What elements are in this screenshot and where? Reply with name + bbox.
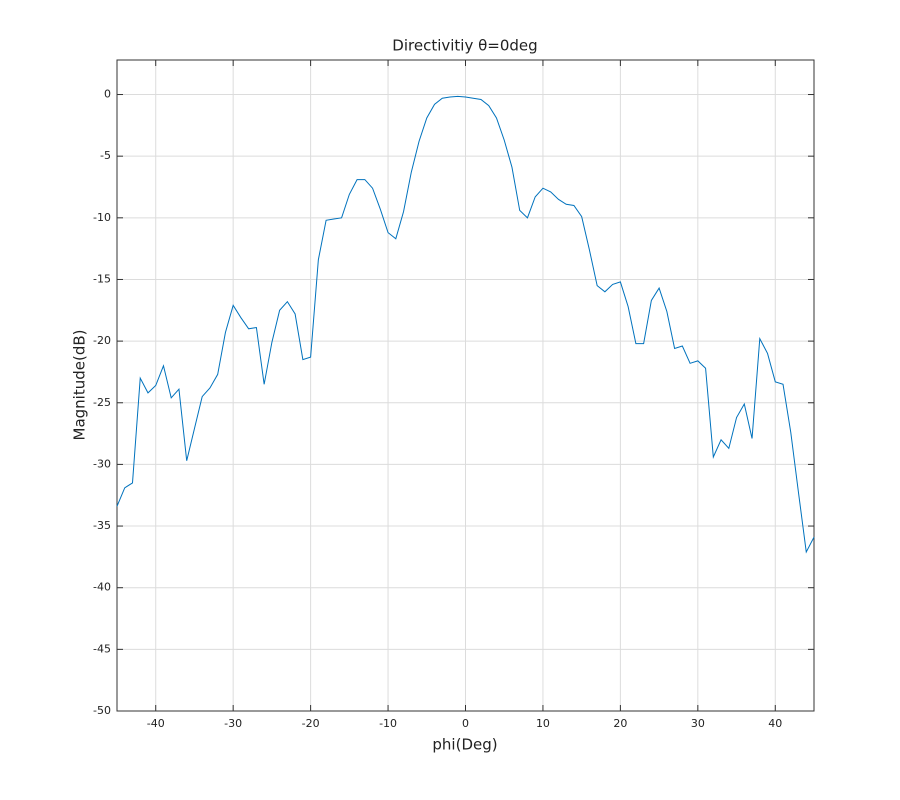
x-tick-label: -30 <box>224 717 242 730</box>
y-tick-label: -35 <box>93 519 111 532</box>
y-tick-label: -5 <box>100 149 111 162</box>
x-tick-label: 10 <box>536 717 550 730</box>
y-tick-label: -10 <box>93 211 111 224</box>
y-tick-label: -50 <box>93 704 111 717</box>
x-tick-label: 0 <box>462 717 469 730</box>
y-tick-label: -30 <box>93 457 111 470</box>
y-tick-label: 0 <box>104 88 111 101</box>
axes-box <box>116 59 815 712</box>
x-tick-label: -20 <box>302 717 320 730</box>
y-tick-label: -15 <box>93 272 111 285</box>
data-line <box>116 95 815 554</box>
y-tick-label: -45 <box>93 642 111 655</box>
chart-title: Directivitiy θ=0deg <box>392 37 537 55</box>
x-tick-label: -40 <box>147 717 165 730</box>
x-tick-label: -10 <box>379 717 397 730</box>
y-tick-label: -40 <box>93 581 111 594</box>
x-axis-label: phi(Deg) <box>432 736 497 754</box>
y-tick-label: -20 <box>93 334 111 347</box>
x-tick-label: 40 <box>768 717 782 730</box>
x-tick-label: 20 <box>613 717 627 730</box>
y-tick-label: -25 <box>93 396 111 409</box>
x-tick-label: 30 <box>691 717 705 730</box>
y-axis-label: Magnitude(dB) <box>71 330 89 441</box>
